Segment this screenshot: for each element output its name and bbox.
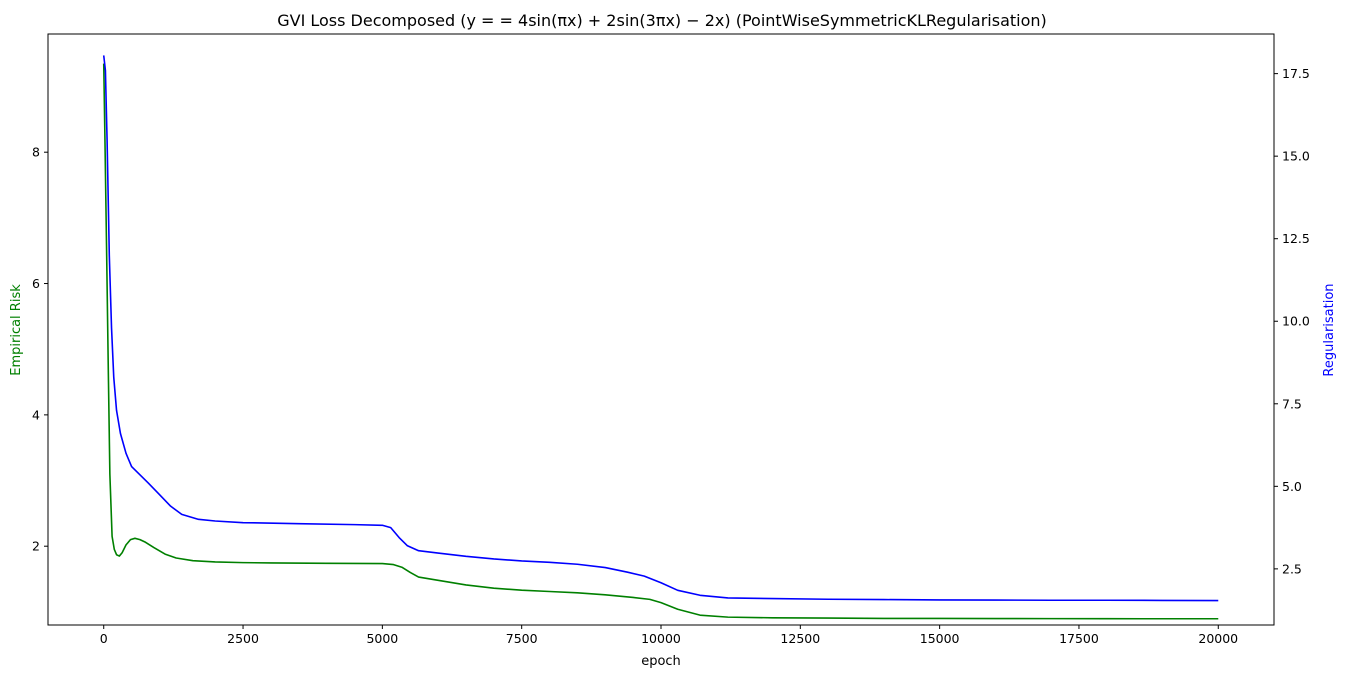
x-tick-label: 15000: [920, 631, 960, 646]
x-tick-label: 5000: [366, 631, 398, 646]
y-right-tick-label: 2.5: [1282, 561, 1302, 576]
y-axis-right: 2.5 5.0 7.5 10.0 12.5 15.0 17.5: [1274, 66, 1310, 576]
x-axis-label: epoch: [641, 654, 681, 669]
y-axis-left: 2 4 6 8: [32, 145, 48, 554]
x-tick-label: 17500: [1059, 631, 1099, 646]
y-right-tick-label: 5.0: [1282, 479, 1302, 494]
chart-title: GVI Loss Decomposed (y = = 4sin(πx) + 2s…: [277, 11, 1047, 30]
y-right-tick-label: 15.0: [1282, 149, 1310, 164]
y-left-tick-label: 4: [32, 407, 40, 422]
x-tick-label: 10000: [641, 631, 681, 646]
y-right-tick-label: 12.5: [1282, 231, 1310, 246]
y-right-tick-label: 7.5: [1282, 396, 1302, 411]
x-tick-label: 0: [100, 631, 108, 646]
x-tick-label: 7500: [506, 631, 538, 646]
x-tick-label: 20000: [1198, 631, 1238, 646]
plot-frame: [47, 33, 1275, 626]
y-right-tick-label: 17.5: [1282, 66, 1310, 81]
plot-area: [47, 33, 1275, 626]
x-tick-label: 2500: [227, 631, 259, 646]
y-right-tick-label: 10.0: [1282, 314, 1310, 329]
y-axis-right-label: Regularisation: [1322, 283, 1337, 376]
series-line-regularisation: [102, 55, 1219, 602]
series-line-empirical-risk: [102, 63, 1219, 620]
series-layer: [102, 55, 1219, 620]
x-tick-label: 12500: [780, 631, 820, 646]
x-axis: 0 2500 5000 7500 10000 12500 15000 17500 20000: [100, 625, 1238, 646]
y-left-tick-label: 2: [32, 539, 40, 554]
y-axis-left-label: Empirical Risk: [9, 284, 24, 376]
y-left-tick-label: 6: [32, 276, 40, 291]
y-left-tick-label: 8: [32, 145, 40, 160]
